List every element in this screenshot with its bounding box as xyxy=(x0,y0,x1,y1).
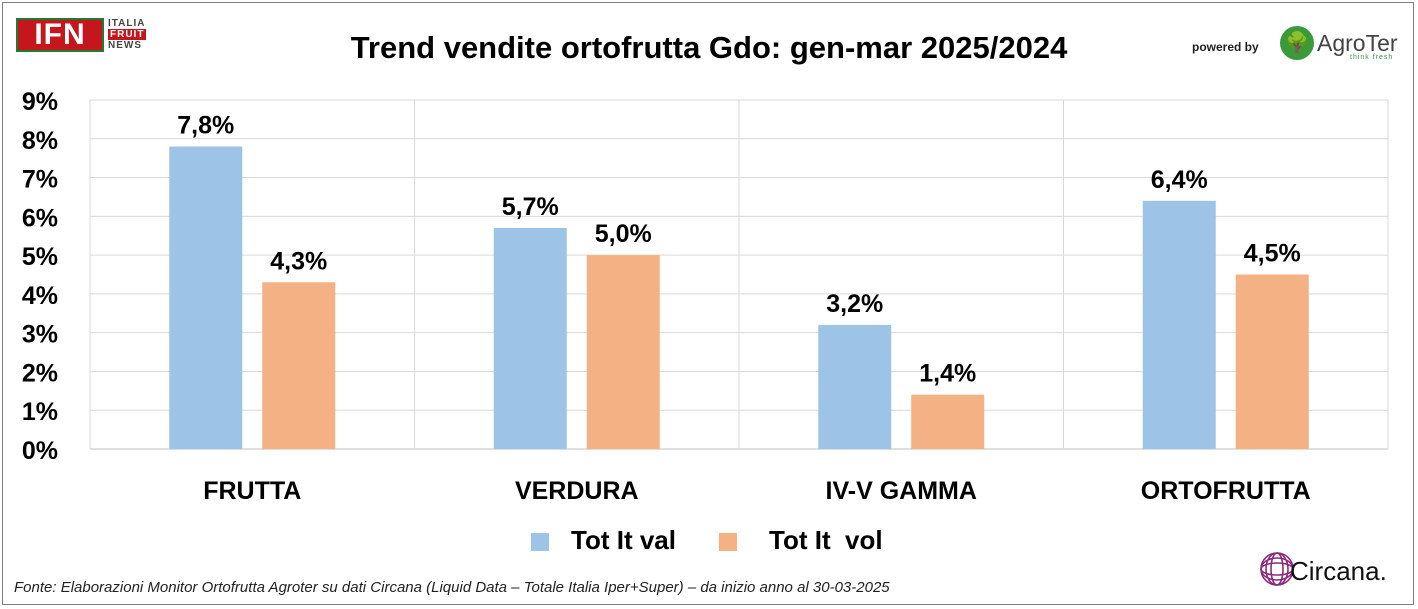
ifn-logo-mark: IFN xyxy=(16,18,104,52)
data-label: 3,2% xyxy=(826,290,883,318)
data-label: 5,0% xyxy=(595,220,652,248)
y-tick-label: 4% xyxy=(22,282,58,310)
circana-name: Circana. xyxy=(1290,556,1387,586)
legend-swatch-val xyxy=(531,533,549,551)
data-label: 4,3% xyxy=(270,247,327,275)
x-tick-label: ORTOFRUTTA xyxy=(1141,477,1311,505)
legend-swatch-vol xyxy=(719,533,737,551)
x-tick-label: FRUTTA xyxy=(203,477,301,505)
agroter-tagline: think fresh xyxy=(1350,54,1394,61)
ifn-logo-subtext: ITALIA FRUIT NEWS xyxy=(108,18,147,51)
chart-title: Trend vendite ortofrutta Gdo: gen-mar 20… xyxy=(350,30,1068,65)
bar-vol xyxy=(911,394,985,449)
legend-item-val: Tot It val xyxy=(531,525,711,555)
x-tick-label: VERDURA xyxy=(515,477,639,505)
powered-by-label: powered by xyxy=(1192,40,1259,54)
tree-icon: 🌳 xyxy=(1280,26,1314,60)
ifn-sub-fruit: FRUIT xyxy=(108,29,147,40)
agroter-logo: 🌳 AgroTer think fresh xyxy=(1280,26,1410,66)
y-tick-label: 6% xyxy=(22,204,58,232)
y-tick-label: 1% xyxy=(22,398,58,426)
y-tick-label: 9% xyxy=(22,88,58,116)
y-tick-label: 8% xyxy=(22,127,58,155)
ifn-sub-italia: ITALIA xyxy=(108,18,146,29)
y-tick-label: 3% xyxy=(22,321,58,349)
data-label: 5,7% xyxy=(502,193,559,221)
data-label: 6,4% xyxy=(1151,166,1208,194)
bar-vol xyxy=(1235,274,1309,449)
y-tick-label: 5% xyxy=(22,243,58,271)
x-tick-label: IV-V GAMMA xyxy=(826,477,977,505)
source-footnote: Fonte: Elaborazioni Monitor Ortofrutta A… xyxy=(14,579,890,596)
bar-val xyxy=(493,227,567,449)
agroter-name: AgroTer xyxy=(1317,30,1398,56)
data-label: 7,8% xyxy=(177,112,234,140)
bar-vol xyxy=(262,282,336,449)
circana-globe-icon xyxy=(1260,552,1294,586)
data-label: 1,4% xyxy=(919,360,976,388)
legend-item-vol: Tot It vol xyxy=(719,525,909,555)
bar-vol xyxy=(586,255,660,449)
y-tick-label: 2% xyxy=(22,359,58,387)
ifn-sub-news: NEWS xyxy=(108,40,142,51)
legend-label-val: Tot It val xyxy=(571,525,676,555)
bar-val xyxy=(169,146,243,450)
bar-val xyxy=(818,324,892,449)
bar-val xyxy=(1142,200,1216,449)
circana-logo: Circana. xyxy=(1258,548,1408,592)
legend-label-vol: Tot It vol xyxy=(769,525,883,555)
y-tick-label: 0% xyxy=(22,437,58,465)
y-tick-label: 7% xyxy=(22,166,58,194)
data-label: 4,5% xyxy=(1244,240,1301,268)
ifn-logo: IFN ITALIA FRUIT NEWS xyxy=(16,18,166,58)
